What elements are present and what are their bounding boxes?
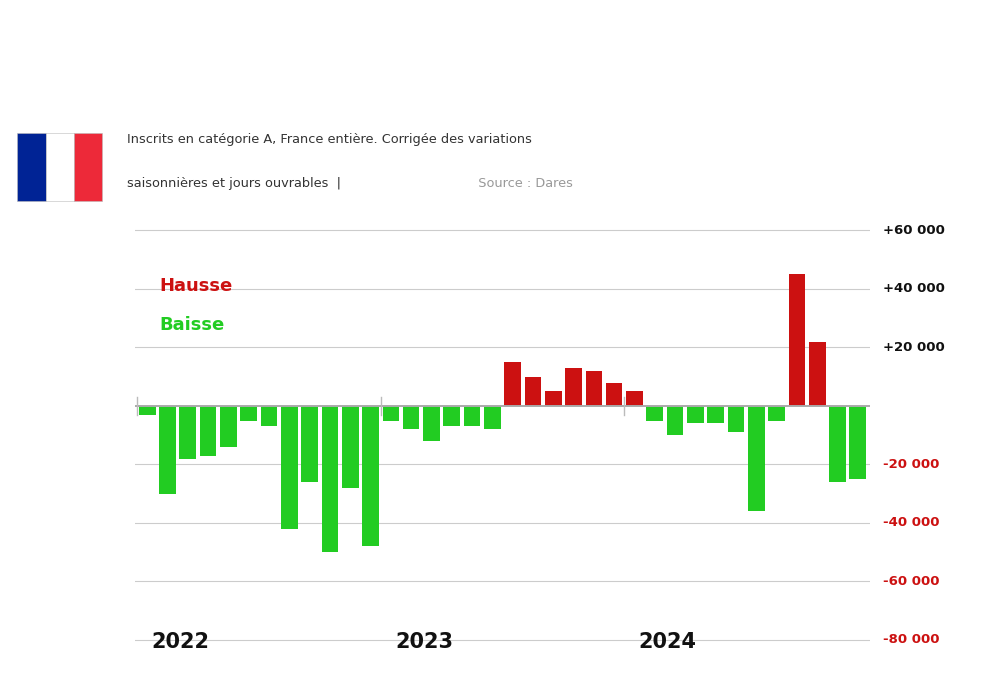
Bar bbox=[220, 406, 237, 447]
Text: +20 000: +20 000 bbox=[883, 341, 945, 354]
Bar bbox=[179, 406, 196, 459]
Text: 2022: 2022 bbox=[151, 632, 209, 652]
Bar bbox=[748, 406, 765, 511]
Text: -40 000: -40 000 bbox=[883, 517, 940, 529]
Bar bbox=[301, 406, 318, 482]
Bar bbox=[403, 406, 419, 429]
Text: Inscrits en catégorie A, France entière. Corrigée des variations: Inscrits en catégorie A, France entière.… bbox=[127, 133, 532, 146]
Bar bbox=[626, 391, 643, 406]
Bar bbox=[504, 362, 521, 406]
Bar bbox=[281, 406, 298, 528]
Text: -80 000: -80 000 bbox=[883, 634, 940, 646]
Bar bbox=[342, 406, 359, 488]
Bar bbox=[484, 406, 501, 429]
Bar bbox=[423, 406, 440, 441]
Bar bbox=[46, 133, 74, 202]
Text: saisonnières et jours ouvrables  |: saisonnières et jours ouvrables | bbox=[127, 176, 341, 190]
Bar bbox=[159, 406, 176, 494]
Text: Variation mensuelle du nombre de chômeurs: Variation mensuelle du nombre de chômeur… bbox=[143, 22, 686, 42]
Bar bbox=[768, 406, 785, 421]
Text: -60 000: -60 000 bbox=[883, 575, 940, 588]
Bar bbox=[74, 133, 102, 202]
Text: 2024: 2024 bbox=[639, 632, 697, 652]
Bar bbox=[829, 406, 846, 482]
Text: 2023: 2023 bbox=[395, 632, 453, 652]
Bar bbox=[240, 406, 257, 421]
Text: Baisse: Baisse bbox=[159, 316, 225, 334]
Bar bbox=[139, 406, 156, 414]
Bar bbox=[565, 368, 582, 406]
Bar bbox=[687, 406, 704, 424]
Text: +60 000: +60 000 bbox=[883, 224, 945, 237]
Text: +40 000: +40 000 bbox=[883, 283, 945, 295]
Bar bbox=[606, 382, 622, 406]
Bar bbox=[728, 406, 744, 432]
Bar bbox=[586, 371, 602, 406]
Bar bbox=[667, 406, 683, 435]
Bar bbox=[362, 406, 379, 546]
Bar bbox=[849, 406, 866, 479]
Text: Source : Dares: Source : Dares bbox=[470, 176, 573, 190]
Text: en France, 2022-2024: en France, 2022-2024 bbox=[143, 80, 405, 101]
Bar bbox=[545, 391, 562, 406]
Bar bbox=[525, 377, 541, 406]
Bar bbox=[646, 406, 663, 421]
Text: 0: 0 bbox=[895, 398, 905, 414]
Bar bbox=[789, 274, 805, 406]
Text: -20 000: -20 000 bbox=[883, 458, 939, 471]
Text: LUCID: LUCID bbox=[69, 41, 195, 77]
Text: www.elucid.media: www.elucid.media bbox=[855, 672, 951, 682]
Bar bbox=[17, 133, 46, 202]
Bar bbox=[200, 406, 216, 456]
Bar bbox=[707, 406, 724, 424]
Bar bbox=[443, 406, 460, 426]
Bar bbox=[464, 406, 480, 426]
Bar bbox=[809, 342, 826, 406]
Bar bbox=[261, 406, 277, 426]
Bar bbox=[383, 406, 399, 421]
Bar bbox=[322, 406, 338, 552]
Text: Hausse: Hausse bbox=[159, 277, 233, 295]
Text: É: É bbox=[17, 41, 43, 77]
